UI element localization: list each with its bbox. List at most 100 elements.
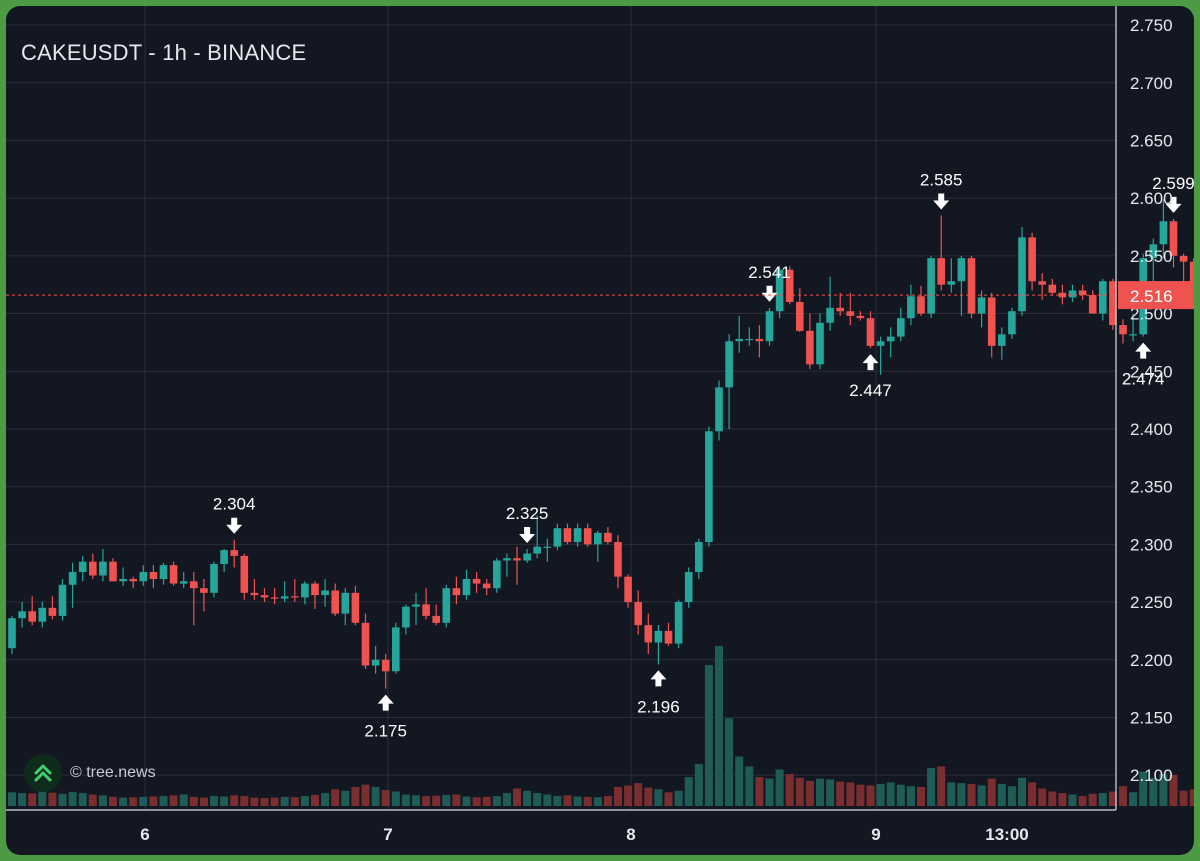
candle-body [614, 542, 622, 577]
candle-body [301, 583, 309, 598]
volume-bar [1179, 790, 1188, 806]
last-price-tag [1118, 281, 1194, 310]
volume-bar [654, 789, 663, 806]
candle-body [796, 302, 804, 331]
y-tick-label: 2.700 [1130, 74, 1173, 93]
volume-bar [149, 796, 158, 806]
candle-body [129, 578, 137, 582]
volume-bar [321, 793, 330, 806]
volume-bar [1129, 792, 1138, 806]
candle-body [594, 532, 602, 545]
candle-body [190, 581, 198, 589]
candle-body [1088, 295, 1097, 314]
volume-bar [715, 646, 723, 806]
candle-body [573, 528, 582, 543]
volume-bar [957, 783, 966, 806]
volume-bar [280, 796, 289, 806]
arrow-up-icon [377, 694, 394, 711]
candle-body [159, 565, 168, 579]
volume-bar [351, 786, 360, 806]
candle-body [48, 607, 57, 616]
volume-bar [401, 794, 410, 806]
candle-body [977, 297, 986, 314]
candle-body [230, 550, 238, 556]
candle-body [89, 561, 97, 576]
candlestick-chart[interactable]: 2.304 2.175 2.325 2.196 2.541 2.447 2.585 2.474… [6, 6, 1194, 855]
volume-bar [38, 791, 47, 806]
volume-bar [159, 796, 168, 806]
volume-bar [422, 796, 431, 806]
volume-bar [896, 784, 905, 806]
volume-bar [331, 789, 340, 806]
candle-body [664, 630, 673, 644]
arrow-down-icon [933, 193, 950, 210]
volume-bar [68, 791, 77, 806]
price-annotations: 2.304 2.175 2.325 2.196 2.541 2.447 2.585 2.474… [213, 170, 1194, 740]
volume-bar [1139, 771, 1148, 806]
candle-body [250, 592, 259, 596]
x-tick-label: 13:00 [985, 825, 1028, 844]
candle-body [260, 595, 269, 598]
volume-bar [1018, 777, 1026, 806]
volume-bar [452, 794, 461, 806]
volume-bar [240, 796, 249, 806]
volume-bar [614, 786, 622, 806]
volume-bar [432, 795, 441, 806]
volume-bar [725, 718, 734, 806]
volume-bar [603, 796, 612, 806]
candle-body [1028, 237, 1036, 282]
volume-bar [88, 794, 97, 806]
candle-body [715, 387, 723, 432]
candle-body [58, 584, 67, 616]
x-tick-label: 9 [871, 825, 880, 844]
candle-body [220, 550, 228, 564]
volume-bar [704, 665, 713, 806]
candle-body [291, 596, 299, 598]
watermark-text: © tree.news [70, 764, 156, 781]
candle-body [109, 561, 117, 582]
candle-body [371, 659, 380, 666]
volume-bar [816, 778, 824, 806]
high-label: 2.585 [920, 170, 963, 189]
volume-bar [109, 796, 117, 806]
candle-body [442, 588, 451, 623]
candle-body [503, 558, 511, 561]
x-tick-label: 6 [140, 825, 149, 844]
candle-body [412, 604, 420, 607]
candle-body [1179, 255, 1188, 262]
chart-frame: 2.304 2.175 2.325 2.196 2.541 2.447 2.585 2.474… [6, 6, 1194, 855]
candle-body [149, 572, 158, 579]
candle-body [876, 341, 885, 346]
volume-bar [593, 797, 602, 806]
volume-bar [220, 796, 229, 806]
y-tick-label: 2.300 [1130, 535, 1173, 554]
candle-body [674, 602, 683, 644]
volume-bar [381, 790, 390, 806]
candle-body [422, 604, 430, 616]
volume-bar [785, 774, 794, 806]
arrow-down-icon [1165, 196, 1182, 213]
candle-body [816, 322, 824, 365]
candle-body [775, 269, 784, 312]
volume-bar [513, 788, 521, 806]
candle-body [765, 311, 774, 342]
candle-body [523, 553, 531, 561]
candle-body [886, 336, 895, 342]
volume-bar [523, 790, 532, 806]
candle-body [482, 583, 491, 589]
candle-body [402, 606, 410, 628]
candle-body [280, 596, 289, 599]
volume-bar [1007, 786, 1016, 806]
volume-bar [967, 783, 976, 806]
volume-bar [1088, 793, 1097, 806]
volume-bar [169, 795, 178, 806]
volume-bar [836, 781, 845, 806]
candle-body [1169, 221, 1178, 256]
volume-bar [270, 797, 279, 806]
volume-bar [1119, 786, 1127, 806]
candle-body [1038, 281, 1046, 285]
candle-body [462, 578, 471, 596]
y-tick-label: 2.450 [1130, 362, 1173, 381]
volume-bar [250, 797, 259, 806]
y-tick-label: 2.400 [1130, 420, 1173, 439]
